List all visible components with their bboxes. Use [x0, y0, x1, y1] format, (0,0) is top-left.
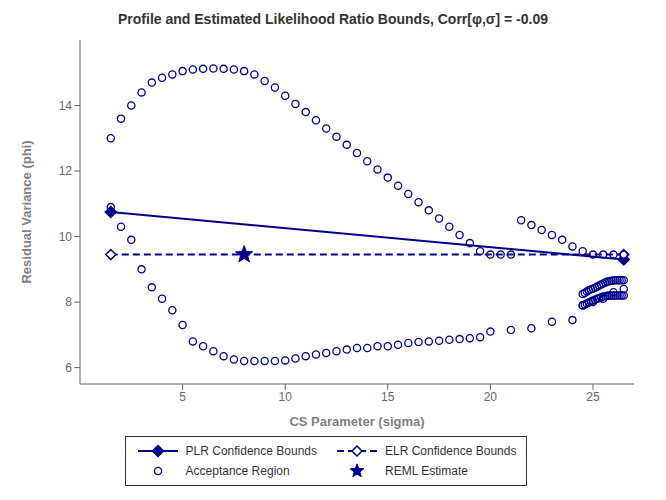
svg-text:6: 6 — [65, 361, 72, 375]
svg-text:10: 10 — [59, 230, 73, 244]
svg-text:14: 14 — [59, 99, 73, 113]
html-text:Profile and Estimated Likeliho: Profile and Estimated Likelihood Ratio B… — [118, 11, 548, 27]
html-text:REML Estimate: REML Estimate — [385, 464, 468, 478]
html-text:Acceptance Region: Acceptance Region — [185, 464, 290, 478]
svg-text:20: 20 — [484, 390, 498, 404]
svg-text:8: 8 — [65, 295, 72, 309]
html-text:PLR Confidence Bounds: PLR Confidence Bounds — [185, 444, 317, 458]
svg-text:CS Parameter (sigma): CS Parameter (sigma) — [289, 414, 424, 429]
svg-text:5: 5 — [179, 390, 186, 404]
html-text:ELR Confidence Bounds: ELR Confidence Bounds — [385, 444, 517, 458]
svg-text:10: 10 — [279, 390, 293, 404]
svg-text:15: 15 — [381, 390, 395, 404]
svg-text:25: 25 — [586, 390, 600, 404]
svg-text:12: 12 — [59, 164, 73, 178]
svg-text:Residual Variance (phi): Residual Variance (phi) — [19, 140, 34, 283]
